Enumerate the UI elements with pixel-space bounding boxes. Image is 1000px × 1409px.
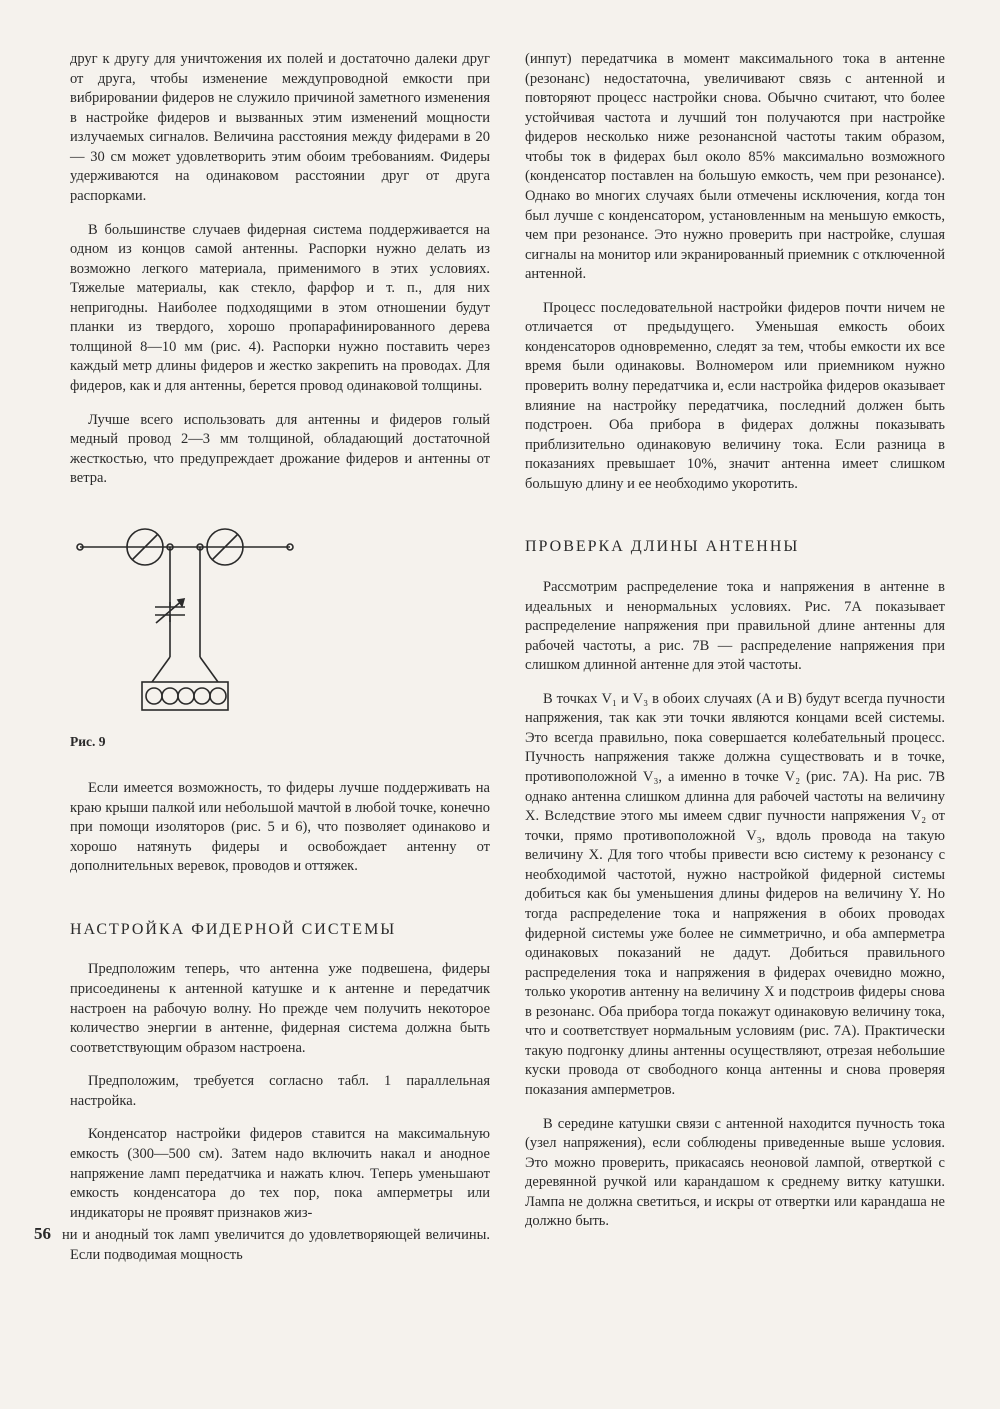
paragraph-continuation: ни и анодный ток ламп увеличится до удов… xyxy=(62,1227,490,1263)
paragraph: Предположим теперь, что антенна уже подв… xyxy=(70,960,490,1058)
paragraph: Рассмотрим распределение тока и напряжен… xyxy=(525,578,945,676)
paragraph: В точках V₁ и V₃ в обоих случаях (А и В)… xyxy=(525,690,945,1101)
paragraph: В середине катушки связи с антенной нахо… xyxy=(525,1115,945,1232)
paragraph: Лучше всего использовать для антенны и ф… xyxy=(70,411,490,489)
paragraph: Процесс последовательной настройки фидер… xyxy=(525,299,945,495)
paragraph: (инпут) передатчика в момент максимально… xyxy=(525,50,945,285)
paragraph-with-pagenum: 56ни и анодный ток ламп увеличится до уд… xyxy=(70,1223,490,1266)
paragraph: В большинстве случаев фидерная система п… xyxy=(70,221,490,397)
paragraph: Если имеется возможность, то фидеры лучш… xyxy=(70,779,490,877)
section-heading: НАСТРОЙКА ФИДЕРНОЙ СИСТЕМЫ xyxy=(70,919,490,941)
paragraph: друг к другу для уничтожения их полей и … xyxy=(70,50,490,207)
paragraph: Предположим, требуется согласно табл. 1 … xyxy=(70,1072,490,1111)
figure-9 xyxy=(70,517,490,717)
figure-caption: Рис. 9 xyxy=(70,733,490,751)
right-column: (инпут) передатчика в момент максимально… xyxy=(525,50,945,1369)
left-column: друг к другу для уничтожения их полей и … xyxy=(70,50,490,1369)
page-number: 56 xyxy=(34,1223,62,1246)
paragraph: Конденсатор настройки фидеров ставится н… xyxy=(70,1125,490,1223)
section-heading: ПРОВЕРКА ДЛИНЫ АНТЕННЫ xyxy=(525,536,945,558)
